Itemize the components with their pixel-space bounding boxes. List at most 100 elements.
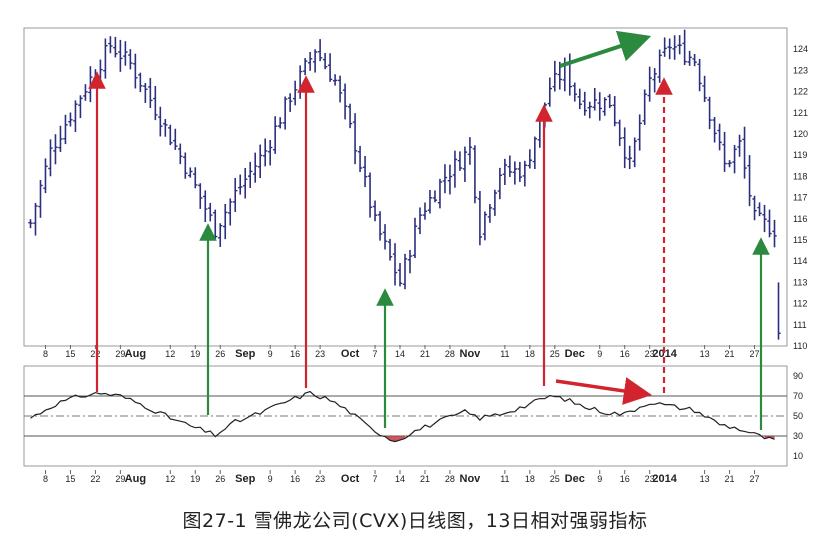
price-bar [168, 124, 173, 146]
price-bar [28, 219, 33, 229]
rsi-x-label-8: 8 [43, 474, 48, 484]
price-bar [362, 155, 368, 188]
price-bar [467, 137, 473, 165]
price-bar [527, 149, 533, 169]
rsi-x-label-28: 28 [445, 474, 455, 484]
rsi-x-label-25: 25 [550, 474, 560, 484]
price-bar [38, 180, 43, 218]
rsi-x-label-Aug: Aug [125, 473, 146, 485]
rsi-x-label-13: 13 [700, 474, 710, 484]
chevron-chart: 1101111121131141151161171181191201211221… [23, 27, 808, 485]
price-bar [407, 249, 413, 274]
price-bar [687, 50, 692, 66]
price-bar [512, 161, 518, 185]
price-bar [507, 155, 513, 178]
price-bar [58, 125, 63, 152]
price-y-tick-121: 121 [793, 108, 808, 118]
price-bar [502, 158, 508, 185]
rsi-x-label-Nov: Nov [460, 473, 482, 485]
price-bar [667, 38, 672, 60]
price-bar [243, 167, 248, 199]
price-bar [447, 164, 453, 195]
price-bar [462, 146, 468, 183]
rsi-x-label-Sep: Sep [235, 473, 255, 485]
price-y-tick-115: 115 [793, 235, 807, 245]
price-bar [712, 116, 717, 143]
price-bar [612, 96, 617, 127]
price-bar [218, 223, 223, 247]
price-bar [582, 91, 587, 116]
price-bar [437, 178, 443, 209]
price-bar [342, 83, 348, 120]
price-y-axis: 110 111 112 113 114 115 116 117 118 119 120 121 122 1… [793, 44, 808, 351]
price-x-label-25: 25 [550, 349, 560, 359]
price-bar [183, 152, 188, 179]
price-bar [402, 253, 408, 290]
price-bar [208, 202, 213, 222]
price-bar [377, 211, 383, 241]
price-bar [312, 49, 318, 73]
rsi-x-label-2014: 2014 [652, 473, 677, 485]
price-x-label-9: 9 [597, 349, 602, 359]
price-x-label-13: 13 [700, 349, 710, 359]
price-bar [432, 190, 438, 203]
rsi-x-label-7: 7 [373, 474, 378, 484]
price-bar [307, 51, 313, 71]
price-x-label-23: 23 [315, 349, 325, 359]
price-bar [332, 74, 338, 86]
rsi-x-label-21: 21 [420, 474, 430, 484]
price-bar [347, 103, 353, 129]
price-panel [23, 27, 788, 347]
price-bar [287, 93, 293, 112]
price-x-label-Oct: Oct [341, 348, 360, 360]
price-bar [73, 100, 78, 133]
price-bar [532, 136, 538, 169]
price-bar [472, 145, 478, 204]
price-x-label-Sep: Sep [235, 348, 255, 360]
price-bar [742, 126, 747, 179]
price-bar [457, 151, 463, 171]
rsi-x-axis: 8 15 22 29 Aug 12 19 26 Sep 9 16 23 Oct 7 14 21 28 Nov 11 1… [43, 470, 760, 485]
price-y-tick-123: 123 [793, 65, 808, 75]
price-bar [427, 189, 433, 214]
price-y-tick-118: 118 [793, 171, 807, 181]
price-bar [322, 52, 328, 70]
price-bar [83, 84, 88, 101]
price-bars [28, 29, 781, 340]
rsi-x-label-Dec: Dec [565, 473, 585, 485]
price-x-label-11: 11 [500, 349, 509, 359]
rsi-x-label-22: 22 [90, 474, 100, 484]
rsi-x-label-21: 21 [725, 474, 735, 484]
price-bar [228, 198, 233, 226]
price-bar [702, 75, 707, 103]
price-bar [517, 161, 523, 182]
rsi-x-label-23: 23 [315, 474, 325, 484]
price-bar [647, 66, 652, 102]
price-x-label-18: 18 [525, 349, 535, 359]
rsi-x-label-27: 27 [750, 474, 760, 484]
price-bar [188, 167, 193, 178]
price-bar [327, 53, 333, 82]
price-x-label-16: 16 [620, 349, 630, 359]
rsi-x-label-23: 23 [645, 474, 655, 484]
price-bar [48, 139, 53, 177]
rsi-oversold-area [764, 436, 775, 440]
price-bar [682, 29, 687, 66]
price-bar [68, 112, 73, 127]
price-bar [367, 172, 373, 218]
rsi-x-label-12: 12 [165, 474, 175, 484]
annotation-arrows [88, 30, 770, 430]
price-bar [382, 224, 388, 250]
price-x-label-21: 21 [725, 349, 735, 359]
price-x-label-29: 29 [115, 349, 125, 359]
price-bar [43, 158, 48, 194]
rsi-y-tick-10: 10 [793, 451, 803, 461]
price-bar [292, 80, 298, 106]
price-bar [642, 89, 647, 125]
price-bar [178, 143, 183, 165]
price-bar [762, 204, 767, 233]
price-x-label-23: 23 [645, 349, 655, 359]
price-bar [238, 174, 243, 195]
price-bar [133, 53, 138, 89]
price-bar [143, 83, 148, 103]
